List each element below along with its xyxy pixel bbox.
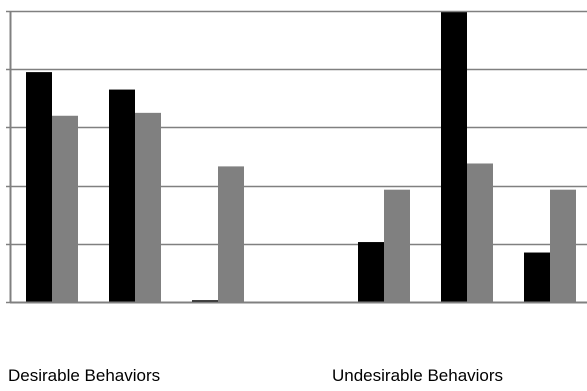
bar-series-2-category-7: [550, 189, 576, 302]
bar-series-2-category-5: [384, 189, 410, 302]
gridlines: [10, 10, 587, 246]
bar-series-2-category-1: [52, 115, 78, 302]
bar-series-1-category-7: [524, 252, 550, 302]
bar-series-2-category-3: [218, 166, 244, 302]
group-label-undesirable: Undesirable Behaviors: [332, 366, 504, 385]
bar-series-1-category-3: [192, 300, 218, 302]
group-label-desirable: Desirable Behaviors: [8, 366, 161, 385]
bars: [26, 12, 576, 302]
bar-series-1-category-1: [26, 72, 52, 302]
axes: [6, 10, 587, 304]
bar-series-2-category-2: [135, 112, 161, 302]
bar-series-1-category-2: [109, 89, 135, 302]
bar-series-1-category-5: [358, 242, 384, 302]
bar-series-1-category-6: [441, 12, 467, 302]
bar-series-2-category-6: [467, 163, 493, 302]
